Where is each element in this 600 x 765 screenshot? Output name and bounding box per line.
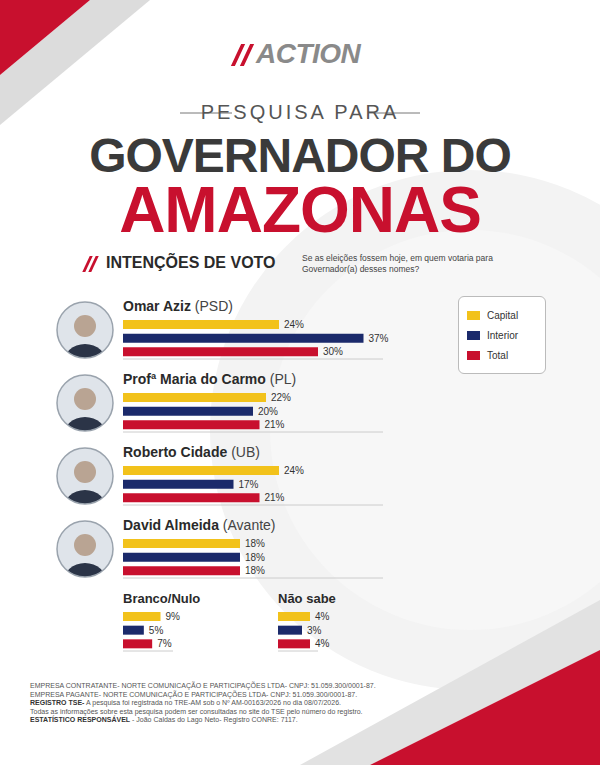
svg-text:24%: 24%: [284, 319, 304, 330]
svg-text:20%: 20%: [258, 406, 278, 417]
html-text:EMPRESA CONTRATANTE- NORTE COM: EMPRESA CONTRATANTE- NORTE COMUNICAÇÃO E…: [30, 682, 376, 689]
html-text:INTENÇÕES DE VOTO: INTENÇÕES DE VOTO: [106, 254, 276, 271]
svg-text:22%: 22%: [271, 392, 291, 403]
svg-text:4%: 4%: [315, 611, 330, 622]
html-text:Omar Aziz (PSD): Omar Aziz (PSD): [123, 298, 233, 314]
html-text:Roberto Cidade (UB): Roberto Cidade (UB): [123, 444, 260, 460]
svg-text:4%: 4%: [315, 638, 330, 649]
html-text:Capital: Capital: [487, 309, 519, 321]
html-text:Todas as informações sobre est: Todas as informações sobre esta pesquisa…: [30, 707, 363, 715]
svg-text:18%: 18%: [245, 538, 265, 549]
svg-text:37%: 37%: [369, 333, 389, 344]
html-text:ACTION: ACTION: [256, 38, 361, 69]
html-text:GOVERNADOR DO: GOVERNADOR DO: [89, 129, 511, 182]
svg-text:18%: 18%: [245, 552, 265, 563]
html-text:Não sabe: Não sabe: [278, 591, 336, 606]
html-text:Profª Maria do Carmo (PL): Profª Maria do Carmo (PL): [123, 371, 297, 387]
html-text:AMAZONAS: AMAZONAS: [119, 174, 481, 246]
svg-text:24%: 24%: [284, 465, 304, 476]
html-text:Interior: Interior: [487, 329, 519, 341]
svg-text:18%: 18%: [245, 565, 265, 576]
html-text:EMPRESA PAGANTE- NORTE COMUNIC: EMPRESA PAGANTE- NORTE COMUNICAÇÃO E PAR…: [30, 690, 358, 698]
svg-text:7%: 7%: [157, 638, 172, 649]
svg-text:21%: 21%: [265, 492, 285, 503]
html-text:David Almeida (Avante): David Almeida (Avante): [123, 517, 276, 533]
svg-text:17%: 17%: [239, 479, 259, 490]
html-text:REGISTRO TSE- A pesquisa foi r: REGISTRO TSE- A pesquisa foi registrada …: [30, 699, 341, 706]
html-text:Branco/Nulo: Branco/Nulo: [123, 591, 201, 606]
svg-text:9%: 9%: [166, 611, 181, 622]
html-text:Total: Total: [487, 349, 509, 361]
svg-text:5%: 5%: [149, 625, 164, 636]
html-text:ESTATÍSTICO RESPONSÁVEL - João: ESTATÍSTICO RESPONSÁVEL - João Caldas do…: [30, 716, 298, 723]
svg-text:30%: 30%: [323, 346, 343, 357]
svg-text:3%: 3%: [307, 625, 322, 636]
svg-text:21%: 21%: [265, 419, 285, 430]
html-text:Se as eleições fossem hoje, em: Se as eleições fossem hoje, em quem vota…: [302, 253, 493, 274]
html-text:PESQUISA PARA: PESQUISA PARA: [200, 101, 400, 123]
